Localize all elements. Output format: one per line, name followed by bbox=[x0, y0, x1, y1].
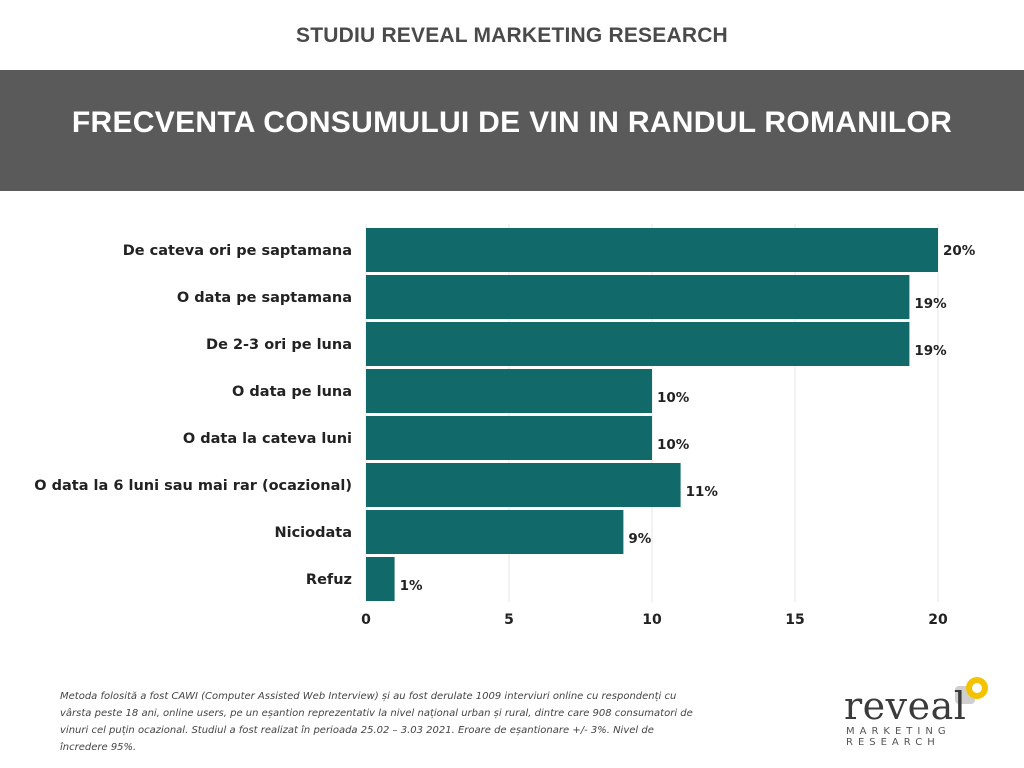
value-label: 11% bbox=[686, 484, 719, 500]
bar bbox=[366, 510, 624, 554]
bar bbox=[366, 557, 395, 601]
value-label: 10% bbox=[657, 437, 690, 453]
bar bbox=[366, 322, 910, 366]
logo-wordmark: reveal bbox=[844, 684, 967, 728]
value-label: 19% bbox=[914, 343, 947, 359]
bar bbox=[366, 416, 652, 460]
category-label: Niciodata bbox=[274, 525, 352, 541]
value-label: 19% bbox=[914, 296, 947, 312]
x-tick-label: 10 bbox=[642, 612, 662, 628]
x-tick-label: 5 bbox=[504, 612, 514, 628]
value-label: 20% bbox=[943, 243, 976, 259]
x-tick-label: 0 bbox=[361, 612, 371, 628]
bar bbox=[366, 228, 938, 272]
reveal-logo: reveal MARKETING RESEARCH bbox=[840, 676, 1000, 756]
study-heading: STUDIU REVEAL MARKETING RESEARCH bbox=[296, 24, 728, 47]
category-label: De 2-3 ori pe luna bbox=[206, 337, 352, 353]
bar-chart: De cateva ori pe saptamana O data pe sapt… bbox=[34, 224, 976, 628]
category-label: O data la cateva luni bbox=[183, 431, 352, 447]
value-label: 1% bbox=[400, 578, 423, 594]
title-banner: FRECVENTA CONSUMULUI DE VIN IN RANDUL RO… bbox=[0, 70, 1024, 191]
value-labels: 20% 19% 19% 10% 10% 11% 9% 1% bbox=[400, 243, 976, 594]
value-label: 10% bbox=[657, 390, 690, 406]
x-tick-label: 15 bbox=[785, 612, 804, 628]
logo-mark-icon bbox=[955, 677, 988, 704]
logo-line-marketing: MARKETING bbox=[846, 726, 951, 737]
bars bbox=[366, 228, 938, 601]
category-label: O data pe luna bbox=[232, 384, 352, 400]
category-labels: De cateva ori pe saptamana O data pe sapt… bbox=[34, 243, 352, 588]
category-label: O data pe saptamana bbox=[177, 290, 352, 306]
bar bbox=[366, 369, 652, 413]
category-label: Refuz bbox=[306, 572, 352, 588]
logo-line-research: RESEARCH bbox=[846, 737, 940, 748]
bar bbox=[366, 463, 681, 507]
methodology-footnote: Metoda folosită a fost CAWI (Computer As… bbox=[60, 691, 693, 753]
chart-title: FRECVENTA CONSUMULUI DE VIN IN RANDUL RO… bbox=[71, 106, 953, 139]
bar bbox=[366, 275, 910, 319]
x-tick-label: 20 bbox=[928, 612, 948, 628]
value-label: 9% bbox=[628, 531, 651, 547]
category-label: De cateva ori pe saptamana bbox=[123, 243, 352, 259]
category-label: O data la 6 luni sau mai rar (ocazional) bbox=[34, 478, 352, 494]
x-axis-ticks: 0 5 10 15 20 bbox=[361, 612, 948, 628]
